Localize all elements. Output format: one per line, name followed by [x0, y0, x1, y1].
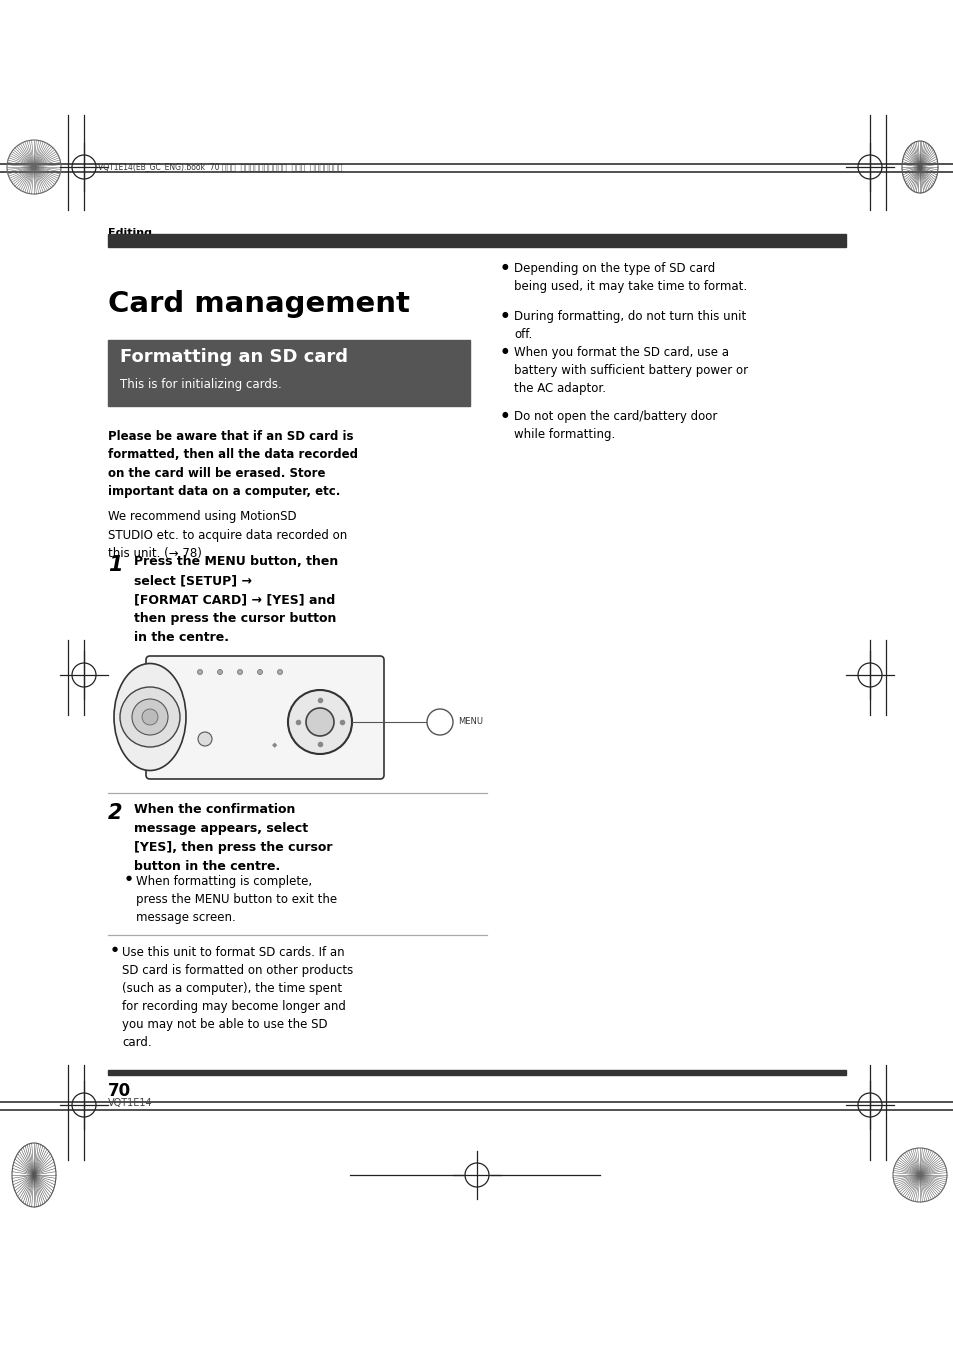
Text: VQT1E14: VQT1E14 [108, 1099, 152, 1108]
Text: ●: ● [501, 410, 508, 419]
Text: Do not open the card/battery door
while formatting.: Do not open the card/battery door while … [514, 410, 717, 441]
Circle shape [142, 709, 158, 725]
Circle shape [288, 690, 352, 754]
Text: Depending on the type of SD card
being used, it may take time to format.: Depending on the type of SD card being u… [514, 262, 746, 293]
FancyBboxPatch shape [146, 656, 384, 779]
Text: ●: ● [126, 875, 132, 882]
Text: Formatting an SD card: Formatting an SD card [120, 348, 348, 367]
Ellipse shape [113, 663, 186, 771]
Circle shape [237, 670, 242, 674]
Circle shape [198, 732, 212, 745]
Circle shape [197, 670, 202, 674]
Text: ●: ● [501, 262, 508, 271]
Text: During formatting, do not turn this unit
off.: During formatting, do not turn this unit… [514, 310, 745, 341]
Text: MENU: MENU [457, 717, 482, 727]
Circle shape [306, 708, 334, 736]
Text: 70: 70 [108, 1082, 131, 1100]
Circle shape [257, 670, 262, 674]
Text: ●: ● [112, 946, 118, 952]
Text: Please be aware that if an SD card is
formatted, then all the data recorded
on t: Please be aware that if an SD card is fo… [108, 430, 357, 499]
Text: Editing: Editing [108, 228, 152, 239]
Text: ◆: ◆ [272, 741, 277, 748]
Text: 1: 1 [108, 555, 122, 576]
Text: VQT1E14(EB_GC_ENG).book  70 ページ  ２００７年２月２８日  水曜日  午後２時２３分: VQT1E14(EB_GC_ENG).book 70 ページ ２００７年２月２８… [98, 163, 342, 171]
Bar [108, 235, 845, 247]
Text: 2: 2 [108, 803, 122, 824]
Bar [108, 340, 470, 406]
Text: When the confirmation
message appears, select
[YES], then press the cursor
butto: When the confirmation message appears, s… [133, 803, 333, 874]
Bar [108, 1070, 845, 1074]
Text: ●: ● [501, 346, 508, 355]
Text: When you format the SD card, use a
battery with sufficient battery power or
the : When you format the SD card, use a batte… [514, 346, 747, 395]
Circle shape [132, 700, 168, 735]
Text: When formatting is complete,
press the MENU button to exit the
message screen.: When formatting is complete, press the M… [136, 875, 336, 923]
Text: This is for initializing cards.: This is for initializing cards. [120, 377, 281, 391]
Text: Use this unit to format SD cards. If an
SD card is formatted on other products
(: Use this unit to format SD cards. If an … [122, 946, 353, 1049]
Text: Card management: Card management [108, 290, 410, 318]
Circle shape [427, 709, 453, 735]
Circle shape [277, 670, 282, 674]
Text: We recommend using MotionSD
STUDIO etc. to acquire data recorded on
this unit. (: We recommend using MotionSD STUDIO etc. … [108, 510, 347, 559]
Circle shape [217, 670, 222, 674]
Text: ●: ● [501, 310, 508, 319]
Circle shape [120, 687, 180, 747]
Text: Press the MENU button, then
select [SETUP] →
[FORMAT CARD] → [YES] and
then pres: Press the MENU button, then select [SETU… [133, 555, 338, 644]
